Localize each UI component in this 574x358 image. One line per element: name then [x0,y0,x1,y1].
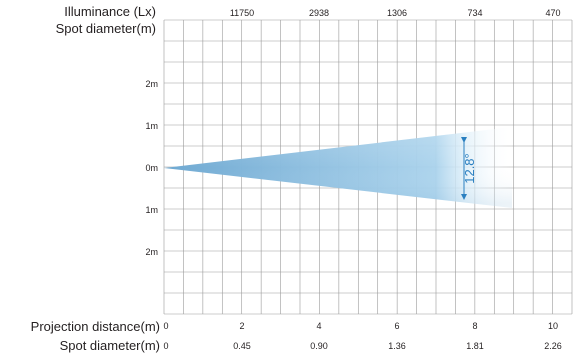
spot-value: 0.90 [310,341,328,351]
beam-angle-annotation: 12.8° [461,137,477,200]
illuminance-value: 470 [545,8,561,18]
y-label: 2m [145,247,158,257]
distance-value: 0 [163,321,169,331]
beam-shade [164,127,512,208]
spot-value: 1.81 [466,341,484,351]
y-label: 2m [145,79,158,89]
y-label: 1m [145,205,158,215]
spot-diameter-axis-title-top: Spot diameter(m) [55,21,156,36]
distance-value: 8 [472,321,478,331]
spot-value: 1.36 [388,341,406,351]
distance-value: 2 [239,321,245,331]
illuminance-value: 1306 [386,8,408,18]
distance-value: 4 [316,321,322,331]
light-beam [164,127,512,208]
spot-value: 0.45 [233,341,251,351]
spot-value: 0 [163,341,169,351]
y-label: 1m [145,121,158,131]
illuminance-axis-title: Illuminance (Lx) [64,4,156,19]
y-label: 0m [145,163,158,173]
illuminance-value: 2938 [308,8,330,18]
projection-distance-axis-title: Projection distance(m) [30,319,160,334]
illuminance-value: 734 [467,8,483,18]
illuminance-value: 11750 [229,8,255,18]
distance-value: 10 [547,321,559,331]
spot-value: 2.26 [544,341,562,351]
distance-value: 6 [394,321,400,331]
spot-diameter-axis-title-bottom: Spot diameter(m) [59,338,160,353]
beam-angle-label: 12.8° [462,153,477,184]
